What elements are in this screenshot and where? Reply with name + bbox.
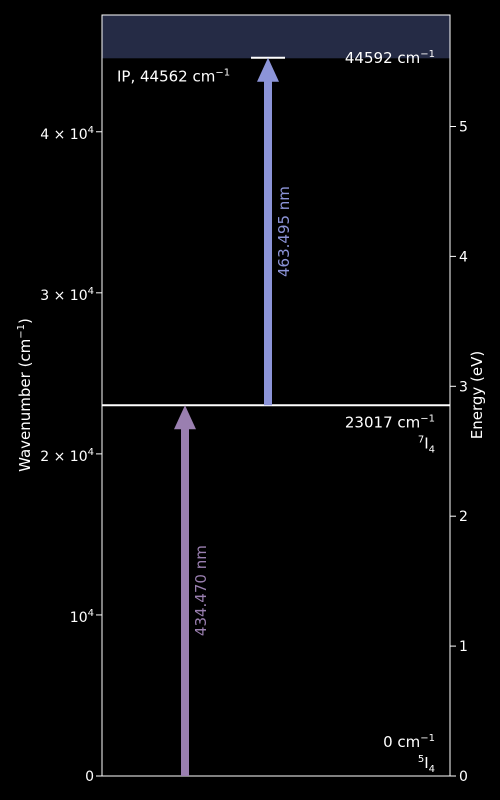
left-tick-label: 104 (70, 608, 94, 626)
ionization-continuum-band (102, 15, 450, 59)
left-tick-label: 2 × 104 (40, 447, 94, 465)
level-23017-energy-label: 23017 cm−1 (345, 413, 435, 431)
right-tick-label: 5 (459, 119, 468, 135)
transition-arrow-463nm-head (257, 57, 279, 82)
ionization-potential-label: IP, 44562 cm−1 (117, 67, 230, 85)
right-tick-label: 3 (459, 379, 468, 395)
right-tick-label: 2 (459, 509, 468, 525)
level-0-term-label: 5I4 (418, 754, 435, 775)
right-axis-ticks: 0 1 2 3 4 5 (450, 119, 468, 785)
transition-arrow-434nm (174, 405, 196, 776)
transition-arrow-463nm (257, 57, 279, 406)
left-tick-label: 0 (85, 769, 94, 785)
transition-arrow-463nm-shaft (264, 80, 272, 406)
left-axis-ticks: 0 104 2 × 104 3 × 104 4 × 104 (40, 125, 102, 785)
level-23017-term-label: 7I4 (418, 434, 435, 455)
left-tick-label: 4 × 104 (40, 125, 94, 143)
transition-label-463nm: 463.495 nm (275, 186, 293, 277)
right-tick-label: 0 (459, 769, 468, 785)
level-0-energy-label: 0 cm−1 (383, 733, 435, 751)
right-tick-label: 4 (459, 249, 468, 265)
transition-arrow-434nm-head (174, 405, 196, 430)
plot-frame (101, 14, 451, 777)
level-44592-energy-label: 44592 cm−1 (345, 49, 435, 67)
transition-label-434nm: 434.470 nm (192, 545, 210, 636)
left-tick-label: 3 × 104 (40, 286, 94, 304)
right-axis-label: Energy (eV) (468, 351, 486, 439)
left-axis-label: Wavenumber (cm−1) (16, 318, 34, 472)
transition-arrow-434nm-shaft (181, 428, 189, 776)
right-tick-label: 1 (459, 639, 468, 655)
